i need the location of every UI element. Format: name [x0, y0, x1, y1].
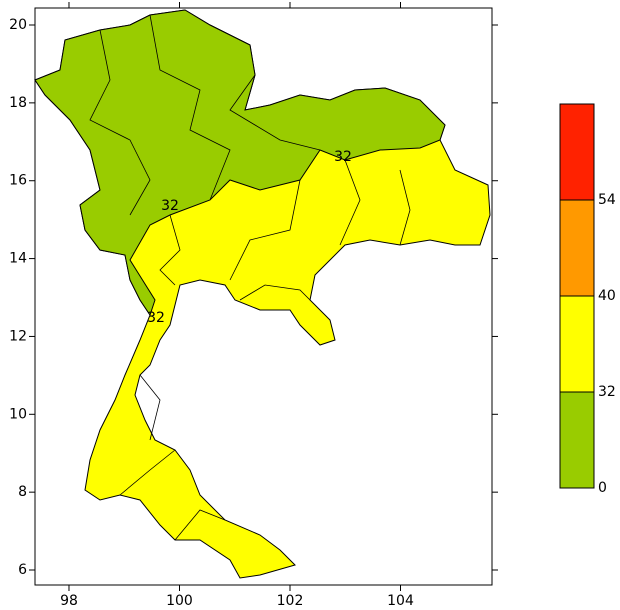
province-border — [239, 284, 311, 301]
province-border — [89, 29, 151, 216]
contour-label: 32 — [334, 149, 352, 165]
colorbar-label: 0 — [598, 480, 607, 496]
y-tick-label: 6 — [18, 562, 27, 578]
colorbar-bin — [559, 103, 595, 201]
y-tick-label: 18 — [9, 95, 27, 111]
colorbar-bin — [559, 295, 595, 393]
province-border — [229, 74, 321, 151]
colorbar-label: 32 — [598, 384, 616, 400]
contour-label: 32 — [147, 310, 165, 326]
x-tick-label: 104 — [387, 593, 414, 609]
colorbar-bin — [559, 391, 595, 489]
colorbar-label: 40 — [598, 288, 616, 304]
country — [34, 9, 491, 579]
x-tick-label: 98 — [60, 593, 78, 609]
y-tick-label: 10 — [9, 406, 27, 422]
x-tick-label: 102 — [277, 593, 304, 609]
x-tick-label: 100 — [166, 593, 193, 609]
province-border — [149, 14, 231, 201]
province-border — [159, 214, 181, 286]
colorbar-label: 54 — [598, 192, 616, 208]
contour-label: 32 — [161, 198, 179, 214]
y-tick-label: 20 — [9, 17, 27, 33]
province-border — [139, 374, 161, 441]
province-border — [119, 449, 176, 496]
province-border — [339, 159, 361, 246]
y-tick-label: 12 — [9, 328, 27, 344]
y-tick-label: 16 — [9, 173, 27, 189]
colorbar-bin — [559, 199, 595, 297]
y-tick-label: 14 — [9, 251, 27, 267]
province-border — [174, 509, 226, 541]
y-tick-label: 8 — [18, 484, 27, 500]
province-border — [229, 179, 301, 281]
map-frame — [34, 7, 493, 586]
province-border — [399, 169, 411, 246]
